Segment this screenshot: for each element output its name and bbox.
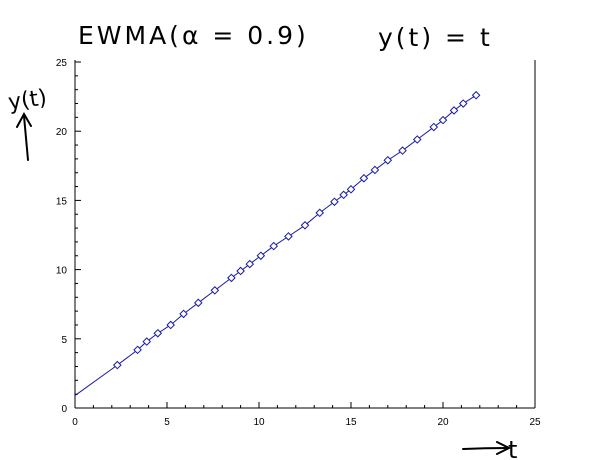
- data-point-marker: [142, 337, 152, 346]
- data-point-marker: [471, 90, 481, 100]
- data-point-marker: [113, 360, 122, 370]
- data-point-marker: [245, 259, 255, 269]
- data-point-marker: [429, 122, 439, 132]
- y-axis-arrow-icon: [16, 111, 32, 161]
- data-point-marker: [236, 266, 245, 276]
- data-point-marker: [370, 165, 380, 175]
- y-tick-label: 0: [61, 404, 67, 415]
- data-point-marker: [346, 185, 356, 194]
- series-group: [74, 90, 481, 396]
- data-point-marker: [227, 273, 236, 283]
- data-point-marker: [458, 99, 468, 108]
- data-point-marker: [193, 298, 203, 308]
- data-point-marker: [269, 241, 279, 251]
- y-tick-label: 20: [56, 127, 68, 138]
- x-tick-label: 15: [345, 417, 357, 428]
- data-point-marker: [133, 345, 142, 355]
- y-tick-label: 25: [56, 58, 68, 69]
- data-point-marker: [330, 197, 339, 207]
- data-point-marker: [412, 135, 422, 144]
- data-point-marker: [383, 155, 393, 165]
- data-point-marker: [166, 320, 175, 330]
- data-point-marker: [315, 208, 325, 218]
- y-tick-label: 10: [56, 266, 68, 277]
- chart-title: EWMA(α = 0.9): [78, 21, 309, 50]
- data-point-marker: [256, 251, 266, 261]
- x-tick-label: 5: [164, 417, 170, 428]
- y-tick-label: 15: [56, 196, 68, 207]
- y-axis-label: y(t): [7, 85, 49, 115]
- x-tick-label: 25: [529, 417, 541, 428]
- axis-tick-labels: 0 5 10 15 20 25 0 5 10 15 20 25: [56, 58, 541, 428]
- data-point-marker: [179, 309, 188, 319]
- chart-subtitle: y(t) = t: [378, 23, 493, 52]
- data-point-marker: [300, 221, 310, 230]
- x-tick-label: 0: [72, 417, 78, 428]
- data-point-marker: [284, 232, 293, 241]
- x-axis-arrow-icon: [462, 441, 512, 455]
- x-tick-label: 10: [253, 417, 265, 428]
- data-point-marker: [153, 328, 163, 338]
- axis-ticks: [74, 61, 536, 409]
- data-point-marker: [449, 106, 459, 115]
- data-point-marker: [398, 146, 407, 155]
- y-tick-label: 5: [61, 335, 67, 346]
- x-axis-label: t: [508, 436, 517, 460]
- data-point-marker: [339, 190, 348, 200]
- data-point-marker: [359, 173, 369, 183]
- x-tick-label: 20: [437, 417, 449, 428]
- data-point-marker: [210, 286, 220, 295]
- data-point-marker: [438, 115, 448, 125]
